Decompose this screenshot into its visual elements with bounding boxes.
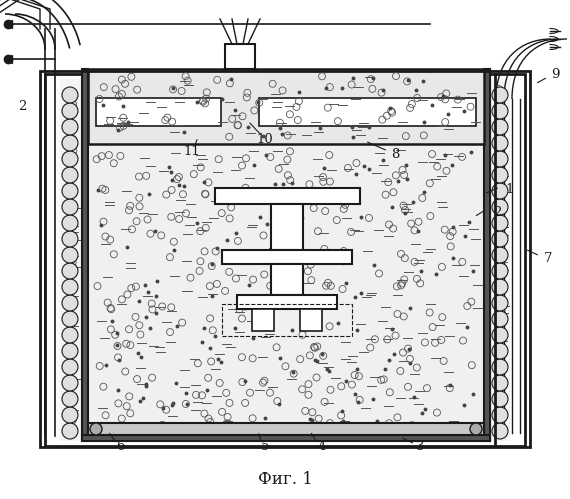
Text: 9: 9 — [551, 67, 559, 80]
Bar — [225, 44, 255, 69]
Bar — [271, 264, 303, 295]
Bar — [259, 98, 476, 126]
Text: 3: 3 — [416, 441, 424, 454]
Circle shape — [492, 343, 508, 359]
Circle shape — [62, 343, 78, 359]
Circle shape — [62, 103, 78, 119]
Circle shape — [62, 199, 78, 215]
Circle shape — [492, 375, 508, 391]
Circle shape — [492, 87, 508, 103]
Circle shape — [492, 135, 508, 151]
Text: 4: 4 — [318, 441, 326, 454]
Text: 2: 2 — [18, 99, 26, 112]
Text: 6: 6 — [116, 441, 124, 454]
Bar — [88, 69, 484, 144]
Circle shape — [492, 199, 508, 215]
Bar — [222, 304, 352, 336]
Circle shape — [492, 231, 508, 247]
Circle shape — [62, 231, 78, 247]
Circle shape — [492, 215, 508, 231]
Text: 5: 5 — [261, 441, 269, 454]
Circle shape — [62, 359, 78, 375]
Bar — [40, 71, 530, 447]
Bar — [88, 69, 484, 435]
Circle shape — [62, 327, 78, 343]
Circle shape — [62, 119, 78, 135]
Bar — [237, 295, 337, 309]
Bar — [88, 423, 484, 435]
Circle shape — [62, 423, 78, 439]
Text: 2: 2 — [493, 206, 501, 219]
Circle shape — [62, 167, 78, 183]
Bar — [96, 98, 221, 126]
Circle shape — [492, 311, 508, 327]
Circle shape — [62, 375, 78, 391]
Bar — [82, 69, 88, 441]
Circle shape — [470, 423, 482, 435]
Circle shape — [62, 247, 78, 263]
Bar — [82, 435, 490, 441]
Circle shape — [492, 119, 508, 135]
Circle shape — [492, 167, 508, 183]
Text: 11: 11 — [184, 145, 201, 158]
Circle shape — [62, 87, 78, 103]
Bar — [271, 204, 303, 250]
Circle shape — [492, 247, 508, 263]
Circle shape — [62, 215, 78, 231]
Circle shape — [492, 103, 508, 119]
Text: Фиг. 1: Фиг. 1 — [258, 471, 312, 488]
Circle shape — [492, 407, 508, 423]
Text: 8: 8 — [391, 148, 399, 161]
Circle shape — [62, 263, 78, 279]
Text: 7: 7 — [544, 252, 552, 265]
Circle shape — [492, 295, 508, 311]
Bar — [215, 188, 360, 204]
Bar — [60, 79, 510, 441]
Circle shape — [62, 151, 78, 167]
Circle shape — [492, 391, 508, 407]
Bar — [45, 74, 525, 446]
Circle shape — [62, 135, 78, 151]
Bar — [300, 309, 322, 331]
Circle shape — [62, 311, 78, 327]
Text: 10: 10 — [256, 133, 274, 146]
Circle shape — [492, 359, 508, 375]
Circle shape — [492, 423, 508, 439]
Circle shape — [62, 295, 78, 311]
Bar — [484, 69, 490, 441]
Circle shape — [62, 279, 78, 295]
Circle shape — [90, 423, 102, 435]
Circle shape — [62, 183, 78, 199]
Circle shape — [492, 263, 508, 279]
Circle shape — [492, 327, 508, 343]
Circle shape — [62, 407, 78, 423]
Bar — [252, 309, 274, 331]
Circle shape — [492, 151, 508, 167]
Bar — [222, 250, 352, 264]
Circle shape — [62, 391, 78, 407]
Circle shape — [492, 183, 508, 199]
Text: 1: 1 — [506, 183, 514, 196]
Circle shape — [492, 279, 508, 295]
